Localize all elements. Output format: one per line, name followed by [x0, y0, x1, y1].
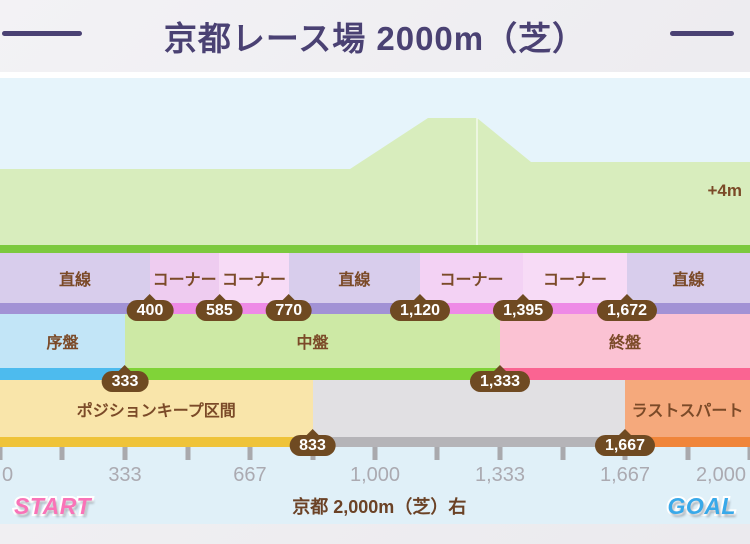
strategy-last-spurt: ラストスパート — [624, 380, 750, 437]
phases-strip-middle — [125, 368, 500, 380]
distance-badge-1395: 1,395 — [493, 300, 554, 321]
phases-strip-final — [500, 368, 750, 380]
axis-tick — [0, 447, 3, 460]
course-summary: 京都 2,000m（芝）右 — [292, 497, 467, 517]
distance-badge-770: 770 — [265, 300, 313, 321]
distance-badge-1120: 1,120 — [389, 300, 451, 321]
axis-label-0: 0 — [2, 464, 14, 486]
strategy-badge-1667: 1,667 — [594, 435, 656, 456]
strategy-strip-middle — [312, 437, 625, 447]
phases-strip-opening — [0, 368, 125, 380]
page-title: 京都レース場 2000m（芝） — [163, 20, 587, 57]
strategy-middle-section — [312, 380, 625, 437]
axis-tick — [247, 447, 253, 460]
elevation-label-plus4m: +4m — [707, 181, 743, 200]
segments-strip-straight-1 — [0, 303, 150, 314]
phases-strip — [0, 368, 750, 380]
segment-straight-3: 直線 — [627, 253, 750, 303]
strategy-row: ポジションキープ区間 ラストスパート — [0, 380, 750, 437]
axis-label-2000: 2,000 — [695, 464, 746, 486]
strategy-strip — [0, 437, 750, 447]
axis-tick — [185, 447, 190, 460]
segment-straight-1: 直線 — [0, 253, 150, 303]
axis-tick — [59, 447, 65, 460]
phase-final: 終盤 — [500, 314, 750, 368]
segments-strip-straight-2 — [288, 303, 420, 314]
goal-label: GOAL — [666, 491, 738, 521]
segments-strip-straight-3 — [627, 303, 750, 314]
page-footer-strip — [0, 524, 750, 544]
axis-label-1333: 1,333 — [474, 464, 526, 486]
segments-row: 直線 コーナー コーナー 直線 コーナー コーナー 直線 — [0, 253, 750, 303]
phase-badge-1333: 1,333 — [469, 371, 531, 392]
track-surface-bar — [0, 245, 750, 253]
distance-badge-400: 400 — [126, 300, 174, 321]
segment-corner-1: コーナー — [150, 253, 220, 303]
distance-badge-585: 585 — [196, 300, 243, 321]
axis-label-667: 667 — [233, 464, 267, 486]
phase-badge-333: 333 — [101, 371, 149, 392]
distance-axis: 0 333 667 1,000 1,333 1,667 2,000 — [0, 447, 750, 524]
elevation-chart: +4m 0m -4m — [0, 78, 750, 322]
axis-tick — [747, 447, 750, 460]
strategy-strip-keep — [0, 437, 313, 447]
segment-corner-4: コーナー — [523, 253, 627, 303]
phase-opening: 序盤 — [0, 314, 125, 368]
strategy-strip-spurt — [624, 437, 750, 447]
title-decoration-line-right — [670, 31, 734, 36]
start-label: START — [12, 491, 93, 521]
axis-tick — [372, 447, 378, 460]
axis-tick — [122, 447, 128, 460]
distance-badge-1672: 1,672 — [596, 300, 658, 321]
header: 京都レース場 2000m（芝） — [0, 0, 750, 72]
header-divider — [0, 72, 750, 78]
axis-tick — [685, 447, 690, 460]
elevation-area-plot — [0, 118, 750, 245]
segment-corner-2: コーナー — [219, 253, 289, 303]
axis-label-333: 333 — [108, 464, 142, 486]
axis-tick — [434, 447, 440, 460]
axis-tick — [560, 447, 565, 460]
segment-corner-3: コーナー — [420, 253, 524, 303]
strategy-position-keep: ポジションキープ区間 — [0, 380, 313, 437]
axis-label-1667: 1,667 — [599, 464, 651, 486]
segment-straight-2: 直線 — [288, 253, 420, 303]
phases-row: 序盤 中盤 終盤 — [0, 314, 750, 368]
strategy-badge-833: 833 — [289, 435, 336, 456]
axis-tick — [497, 447, 503, 460]
phase-middle: 中盤 — [125, 314, 500, 368]
title-decoration-line-left — [2, 31, 82, 36]
footer-bar: START 京都 2,000m（芝）右 GOAL — [0, 488, 750, 524]
axis-label-1000: 1,000 — [349, 464, 401, 486]
